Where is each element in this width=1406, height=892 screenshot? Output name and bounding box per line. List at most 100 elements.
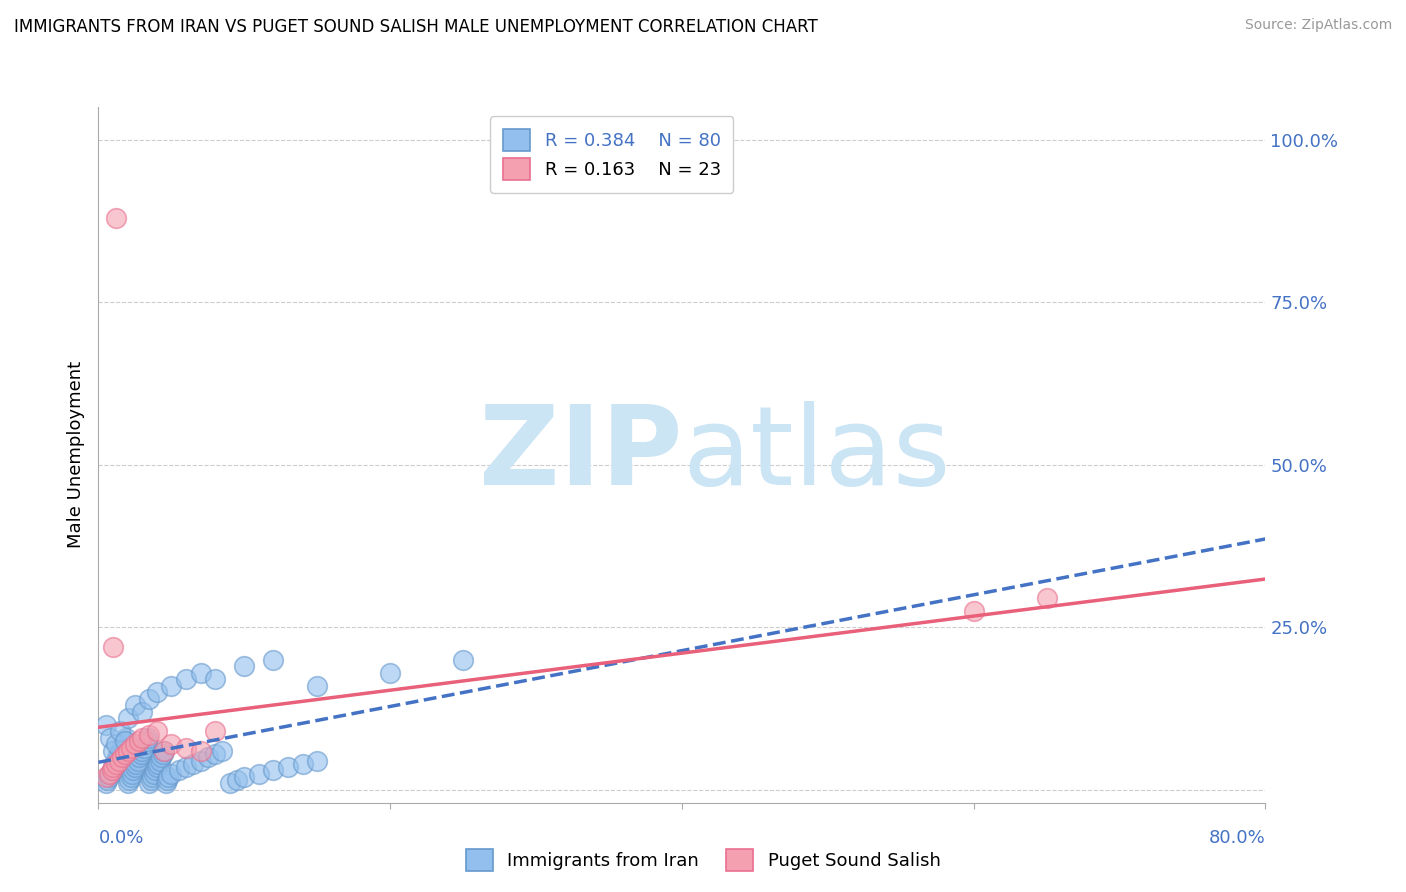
Point — [117, 776, 139, 790]
Point — [150, 750, 173, 764]
Point — [204, 747, 226, 761]
Point — [129, 747, 152, 761]
Point — [104, 737, 127, 751]
Text: IMMIGRANTS FROM IRAN VS PUGET SOUND SALISH MALE UNEMPLOYMENT CORRELATION CHART: IMMIGRANTS FROM IRAN VS PUGET SOUND SALI… — [14, 18, 818, 36]
Point — [134, 737, 156, 751]
Text: ZIP: ZIP — [478, 401, 682, 508]
Point — [121, 766, 143, 780]
Point — [160, 679, 183, 693]
Point — [125, 756, 148, 771]
Text: 80.0%: 80.0% — [1209, 830, 1265, 847]
Point — [378, 665, 402, 680]
Point — [143, 764, 166, 778]
Point — [160, 766, 183, 780]
Point — [100, 764, 122, 778]
Point — [108, 747, 131, 761]
Point — [115, 731, 138, 745]
Point — [128, 734, 150, 748]
Point — [307, 679, 329, 693]
Point — [174, 760, 197, 774]
Point — [153, 744, 176, 758]
Point — [155, 776, 177, 790]
Point — [262, 653, 284, 667]
Point — [120, 770, 142, 784]
Point — [136, 731, 159, 745]
Point — [100, 764, 122, 778]
Point — [118, 772, 141, 787]
Point — [204, 724, 226, 739]
Point — [114, 747, 136, 761]
Point — [131, 731, 153, 745]
Point — [146, 685, 169, 699]
Point — [190, 754, 212, 768]
Point — [148, 756, 170, 771]
Point — [142, 766, 165, 780]
Point — [141, 770, 163, 784]
Point — [104, 754, 127, 768]
Point — [211, 744, 233, 758]
Point — [247, 766, 270, 780]
Point — [138, 691, 160, 706]
Point — [108, 754, 131, 768]
Point — [174, 672, 197, 686]
Point — [127, 754, 149, 768]
Text: Source: ZipAtlas.com: Source: ZipAtlas.com — [1244, 18, 1392, 32]
Point — [117, 711, 139, 725]
Point — [111, 740, 134, 755]
Point — [114, 734, 136, 748]
Point — [103, 756, 125, 771]
Point — [277, 760, 299, 774]
Point — [98, 731, 121, 745]
Point — [1035, 591, 1057, 605]
Point — [160, 737, 183, 751]
Legend: R = 0.384    N = 80, R = 0.163    N = 23: R = 0.384 N = 80, R = 0.163 N = 23 — [491, 116, 734, 193]
Point — [138, 776, 160, 790]
Point — [97, 766, 120, 780]
Point — [94, 776, 117, 790]
Point — [94, 770, 117, 784]
Point — [451, 653, 474, 667]
Point — [114, 734, 136, 748]
Point — [262, 764, 284, 778]
Point — [233, 770, 256, 784]
Point — [96, 772, 118, 787]
Point — [226, 772, 249, 787]
Point — [122, 764, 145, 778]
Point — [110, 744, 132, 758]
Point — [98, 766, 121, 780]
Point — [190, 744, 212, 758]
Point — [101, 640, 124, 654]
Point — [157, 770, 180, 784]
Point — [139, 772, 162, 787]
Text: 0.0%: 0.0% — [98, 830, 143, 847]
Point — [104, 756, 127, 771]
Point — [138, 727, 160, 741]
Point — [124, 698, 146, 713]
Legend: Immigrants from Iran, Puget Sound Salish: Immigrants from Iran, Puget Sound Salish — [458, 842, 948, 879]
Point — [112, 737, 135, 751]
Point — [104, 211, 127, 225]
Point — [101, 744, 124, 758]
Point — [132, 740, 155, 755]
Point — [124, 760, 146, 774]
Point — [105, 750, 128, 764]
Point — [167, 764, 190, 778]
Point — [233, 659, 256, 673]
Point — [128, 750, 150, 764]
Point — [218, 776, 240, 790]
Point — [174, 740, 197, 755]
Point — [146, 760, 169, 774]
Point — [152, 747, 174, 761]
Point — [181, 756, 204, 771]
Point — [307, 754, 329, 768]
Point — [124, 737, 146, 751]
Point — [94, 718, 117, 732]
Y-axis label: Male Unemployment: Male Unemployment — [66, 361, 84, 549]
Point — [101, 760, 124, 774]
Point — [204, 672, 226, 686]
Point — [197, 750, 219, 764]
Point — [101, 760, 124, 774]
Point — [291, 756, 314, 771]
Point — [190, 665, 212, 680]
Point — [149, 754, 172, 768]
